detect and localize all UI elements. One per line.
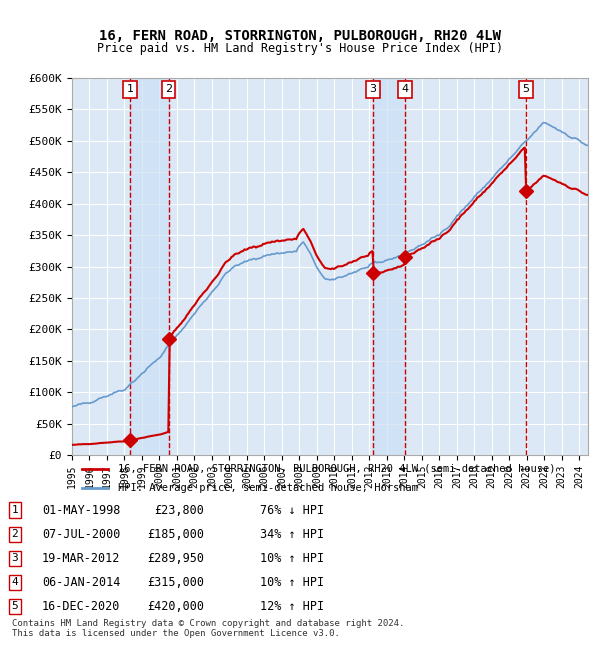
Text: 16, FERN ROAD, STORRINGTON, PULBOROUGH, RH20 4LW: 16, FERN ROAD, STORRINGTON, PULBOROUGH, … bbox=[99, 29, 501, 44]
Text: 5: 5 bbox=[523, 84, 530, 94]
Text: £420,000: £420,000 bbox=[147, 600, 204, 613]
Text: Price paid vs. HM Land Registry's House Price Index (HPI): Price paid vs. HM Land Registry's House … bbox=[97, 42, 503, 55]
Text: HPI: Average price, semi-detached house, Horsham: HPI: Average price, semi-detached house,… bbox=[118, 483, 418, 493]
Text: 10% ↑ HPI: 10% ↑ HPI bbox=[260, 576, 324, 589]
Text: Contains HM Land Registry data © Crown copyright and database right 2024.
This d: Contains HM Land Registry data © Crown c… bbox=[12, 619, 404, 638]
Text: £315,000: £315,000 bbox=[147, 576, 204, 589]
Text: £23,800: £23,800 bbox=[154, 504, 204, 517]
Text: 2: 2 bbox=[165, 84, 172, 94]
Text: 1: 1 bbox=[127, 84, 134, 94]
Text: £289,950: £289,950 bbox=[147, 552, 204, 565]
Text: 10% ↑ HPI: 10% ↑ HPI bbox=[260, 552, 324, 565]
Text: 07-JUL-2000: 07-JUL-2000 bbox=[42, 528, 121, 541]
Text: 76% ↓ HPI: 76% ↓ HPI bbox=[260, 504, 324, 517]
Text: 3: 3 bbox=[11, 553, 19, 564]
Text: 1: 1 bbox=[11, 505, 19, 515]
Text: 06-JAN-2014: 06-JAN-2014 bbox=[42, 576, 121, 589]
Text: 12% ↑ HPI: 12% ↑ HPI bbox=[260, 600, 324, 613]
Text: 19-MAR-2012: 19-MAR-2012 bbox=[42, 552, 121, 565]
Text: 5: 5 bbox=[11, 601, 19, 612]
Bar bbox=[130, 78, 169, 455]
Text: 34% ↑ HPI: 34% ↑ HPI bbox=[260, 528, 324, 541]
Text: 4: 4 bbox=[11, 577, 19, 588]
Text: 2: 2 bbox=[11, 529, 19, 539]
Text: £185,000: £185,000 bbox=[147, 528, 204, 541]
Text: 3: 3 bbox=[370, 84, 377, 94]
Text: 01-MAY-1998: 01-MAY-1998 bbox=[42, 504, 121, 517]
Text: 4: 4 bbox=[401, 84, 408, 94]
Text: 16-DEC-2020: 16-DEC-2020 bbox=[42, 600, 121, 613]
Text: 16, FERN ROAD, STORRINGTON, PULBOROUGH, RH20 4LW (semi-detached house): 16, FERN ROAD, STORRINGTON, PULBOROUGH, … bbox=[118, 464, 556, 474]
Bar bbox=[373, 78, 404, 455]
